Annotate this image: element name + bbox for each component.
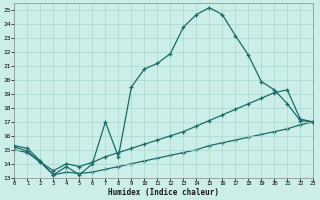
X-axis label: Humidex (Indice chaleur): Humidex (Indice chaleur): [108, 188, 220, 197]
